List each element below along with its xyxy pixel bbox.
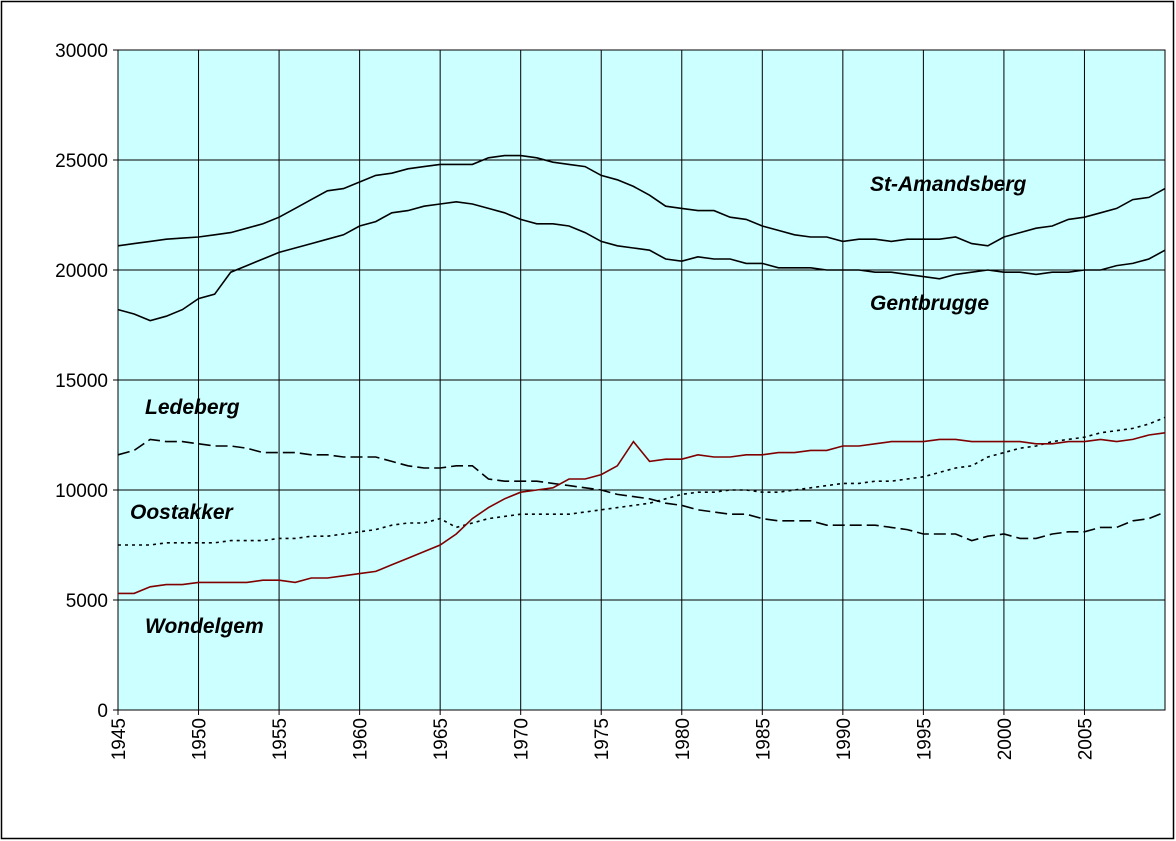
y-tick-label: 15000	[55, 371, 108, 392]
x-tick-label: 1975	[592, 718, 613, 760]
series-line	[118, 432, 1166, 595]
x-tick-label: 1995	[914, 718, 935, 760]
x-tick-label: 1950	[190, 718, 211, 760]
x-tick-label: 2000	[995, 718, 1016, 760]
series-label: Oostakker	[130, 501, 235, 524]
series-label: Wondelgem	[145, 615, 264, 638]
series-label: Ledeberg	[145, 396, 240, 419]
y-tick-label: 30000	[55, 41, 108, 62]
y-tick-label: 25000	[55, 151, 108, 172]
x-tick-label: 1980	[673, 718, 694, 760]
x-tick-label: 1985	[753, 718, 774, 760]
x-tick-label: 1945	[109, 718, 130, 760]
series-line	[117, 200, 1166, 322]
y-tick-label: 20000	[55, 261, 108, 282]
y-tick-label: 5000	[66, 591, 108, 612]
plot-border	[117, 49, 1166, 711]
x-tick-label: 2005	[1075, 718, 1096, 760]
x-tick-label: 1990	[834, 718, 855, 760]
x-tick-label: 1965	[431, 718, 452, 760]
y-tick-label: 10000	[55, 481, 108, 502]
series-label: Gentbrugge	[870, 292, 989, 315]
series-line	[117, 438, 1166, 542]
y-tick-label: 0	[97, 701, 108, 722]
series-label: St-Amandsberg	[870, 173, 1027, 196]
series-line	[117, 154, 1166, 247]
x-tick-label: 1955	[270, 718, 291, 760]
x-tick-label: 1970	[512, 718, 533, 760]
x-tick-label: 1960	[351, 718, 372, 760]
